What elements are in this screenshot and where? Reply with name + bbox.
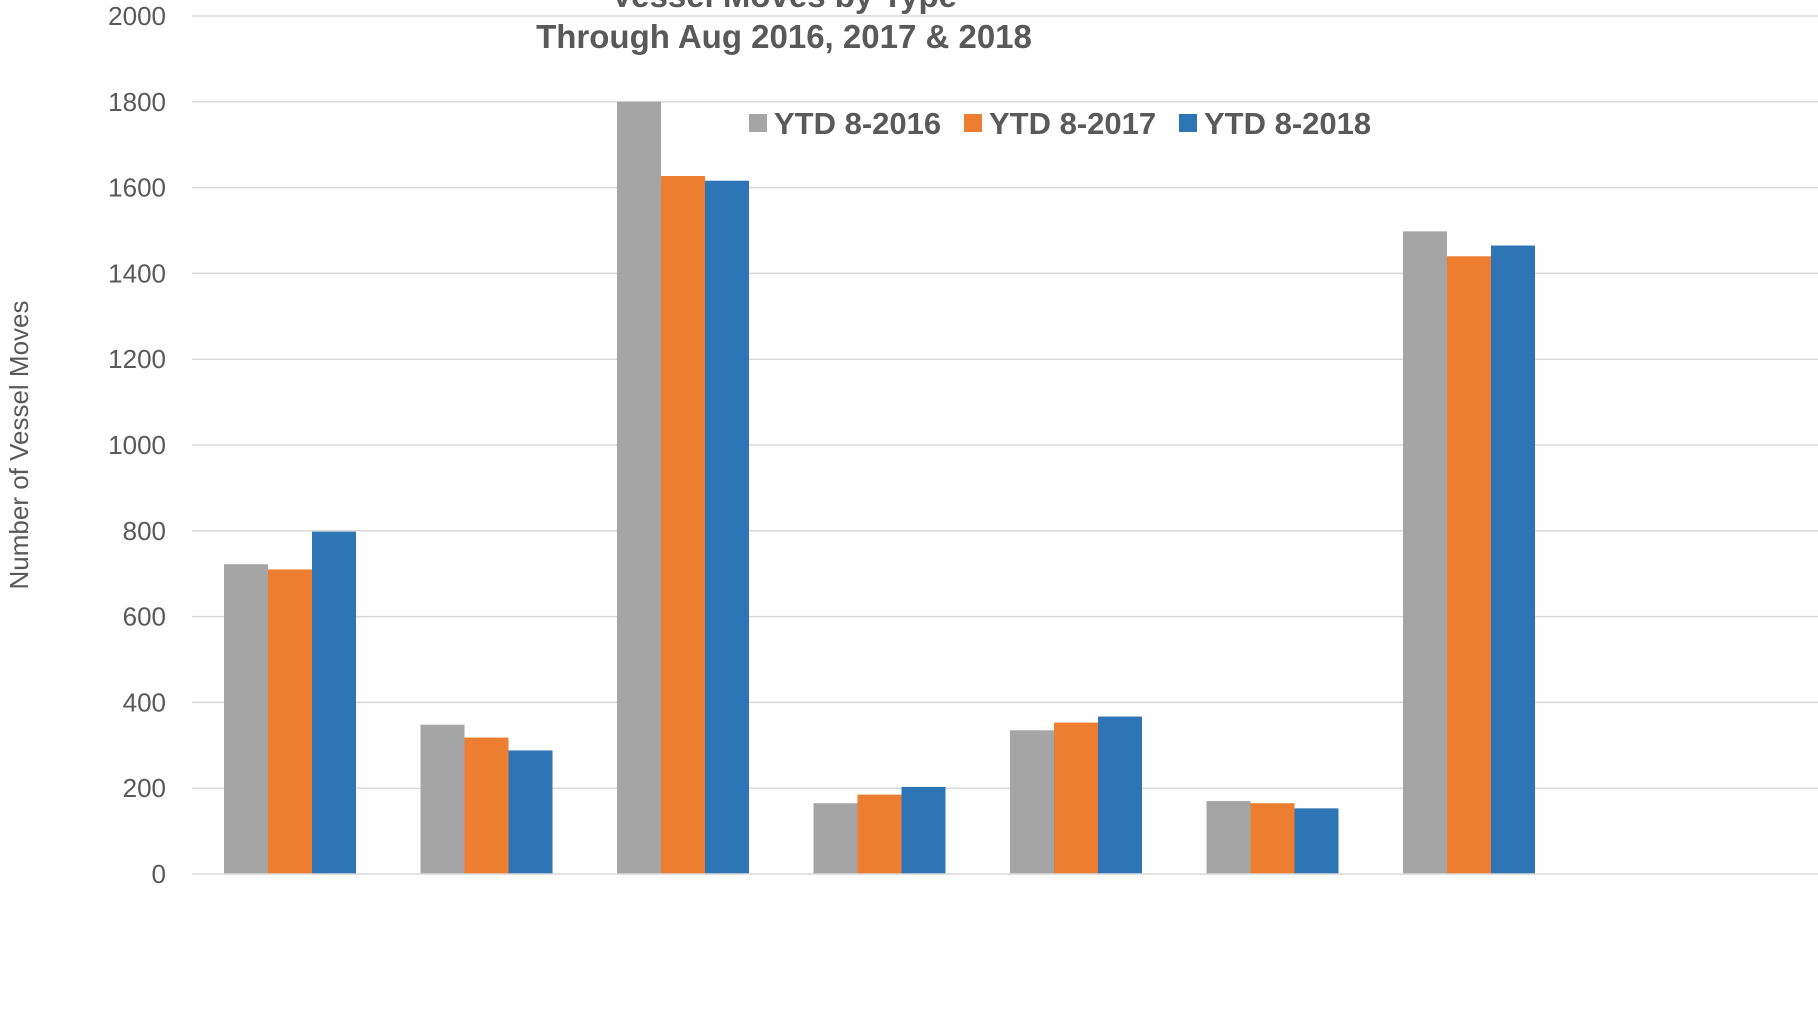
y-tick-label: 0 [152, 859, 166, 889]
gridlines [192, 15, 1818, 789]
y-tick-label: 600 [123, 602, 166, 632]
bar [1294, 808, 1339, 874]
y-tick-label: 200 [123, 773, 166, 803]
y-axis-label: Number of Vessel Moves [4, 300, 34, 589]
bar [1098, 716, 1142, 874]
legend-label: YTD 8-2018 [1204, 106, 1371, 141]
bar [813, 803, 858, 874]
bar [901, 786, 946, 874]
y-tick-label: 400 [123, 687, 166, 717]
y-tick-label: 2000 [108, 1, 166, 31]
chart-title: Vessel Moves by Type [611, 0, 957, 14]
legend: YTD 8-2016 YTD 8-2017 YTD 8-2018 [749, 106, 1371, 141]
bar [1403, 231, 1447, 874]
legend-label: YTD 8-2017 [989, 106, 1156, 141]
legend-swatch [1179, 114, 1197, 132]
legend-label: YTD 8-2016 [774, 106, 941, 141]
bar [1010, 730, 1054, 874]
bar [1447, 256, 1491, 874]
bar [420, 724, 465, 874]
legend-swatch [964, 114, 982, 132]
bar [1491, 245, 1535, 874]
bars [224, 101, 1535, 875]
y-tick-label: 1600 [108, 173, 166, 203]
bar [1250, 803, 1295, 874]
bar [705, 180, 749, 875]
bar [857, 794, 902, 874]
y-tick-label: 1000 [108, 430, 166, 460]
bar [1054, 722, 1098, 874]
legend-swatch [749, 114, 767, 132]
y-axis-ticks: 0 200 400 600 800 1000 1200 1400 1600 1800 2000 [108, 1, 166, 889]
y-tick-label: 1200 [108, 344, 166, 374]
chart-subtitle: Through Aug 2016, 2017 & 2018 [536, 18, 1032, 55]
bar [312, 531, 356, 874]
y-tick-label: 800 [123, 516, 166, 546]
bar [268, 569, 312, 874]
bar [661, 176, 705, 875]
bar [617, 101, 661, 875]
bar [508, 750, 553, 874]
bar [1206, 801, 1251, 874]
y-tick-label: 1800 [108, 87, 166, 117]
bar [464, 737, 509, 874]
y-tick-label: 1400 [108, 258, 166, 288]
bar [224, 564, 268, 874]
